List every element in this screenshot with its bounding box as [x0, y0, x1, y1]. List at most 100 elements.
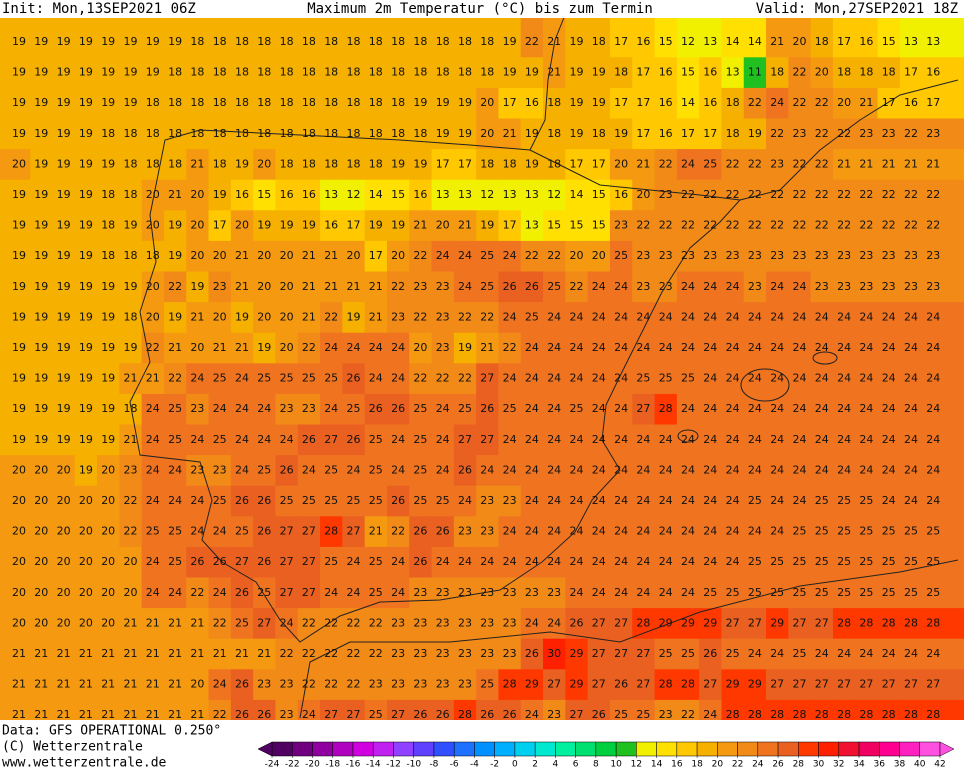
colorbar-label: -22 [285, 760, 300, 770]
temperature-cell [208, 485, 232, 517]
temperature-label: 27 [837, 678, 851, 691]
temperature-label: 24 [168, 463, 182, 476]
temperature-label: 25 [302, 494, 316, 507]
temperature-cell [855, 608, 879, 640]
temperature-label: 19 [168, 310, 182, 323]
colorbar-swatch [271, 741, 293, 757]
temperature-label: 24 [681, 555, 695, 568]
temperature-label: 24 [904, 402, 918, 415]
temperature-label: 16 [324, 219, 338, 232]
island [740, 368, 790, 402]
temperature-cell [520, 424, 544, 456]
temperature-cell [431, 485, 455, 517]
temperature-label: 20 [12, 463, 26, 476]
temperature-label: 17 [592, 157, 606, 170]
temperature-label: 25 [748, 586, 762, 599]
temperature-label: 13 [324, 188, 338, 201]
temperature-cell [877, 57, 901, 89]
temperature-cell [141, 669, 165, 701]
temperature-label: 19 [614, 127, 628, 140]
temperature-label: 21 [882, 157, 896, 170]
temperature-label: 21 [190, 616, 204, 629]
temperature-label: 25 [859, 586, 873, 599]
temperature-label: 25 [882, 525, 896, 538]
temperature-cell [609, 118, 633, 150]
temperature-label: 21 [458, 219, 472, 232]
temperature-cell [922, 118, 964, 150]
temperature-label: 24 [614, 586, 628, 599]
temperature-cell [364, 87, 388, 119]
colorbar-label: 8 [593, 760, 599, 770]
temperature-cell [297, 240, 321, 272]
temperature-cell [409, 271, 433, 303]
temperature-label: 30 [547, 647, 561, 660]
colorbar-label: 36 [874, 760, 886, 770]
temperature-cell [186, 485, 210, 517]
temperature-label: 24 [726, 402, 740, 415]
temperature-label: 24 [793, 433, 807, 446]
temperature-label: 26 [213, 555, 227, 568]
temperature-cell [52, 516, 76, 548]
temperature-cell [899, 179, 923, 211]
temperature-label: 22 [324, 678, 338, 691]
temperature-label: 25 [413, 433, 427, 446]
temperature-label: 21 [79, 708, 93, 721]
temperature-label: 20 [213, 310, 227, 323]
temperature-label: 24 [235, 433, 249, 446]
temperature-label: 24 [146, 463, 160, 476]
temperature-label: 26 [480, 402, 494, 415]
temperature-cell [587, 149, 611, 181]
temperature-label: 19 [79, 188, 93, 201]
temperature-cell [97, 302, 120, 334]
temperature-cell [342, 455, 366, 487]
temperature-label: 27 [636, 647, 650, 660]
temperature-cell [253, 393, 276, 425]
temperature-label: 24 [614, 555, 628, 568]
temperature-cell [52, 332, 76, 364]
temperature-label: 23 [436, 310, 450, 323]
temperature-label: 25 [703, 157, 717, 170]
temperature-label: 20 [34, 494, 48, 507]
temperature-cell [52, 455, 76, 487]
temperature-label: 21 [547, 66, 561, 79]
temperature-cell [186, 271, 210, 303]
temperature-cell [453, 149, 477, 181]
temperature-label: 24 [703, 341, 717, 354]
temperature-label: 18 [436, 35, 450, 48]
temperature-cell [320, 57, 343, 89]
temperature-cell [97, 546, 120, 578]
temperature-label: 24 [770, 96, 784, 109]
temperature-cell [922, 638, 964, 670]
temperature-label: 21 [636, 157, 650, 170]
temperature-cell [230, 271, 254, 303]
coastline [299, 559, 959, 719]
temperature-cell [30, 669, 53, 701]
temperature-cell [386, 669, 410, 701]
temperature-cell [141, 393, 165, 425]
temperature-cell [498, 302, 522, 334]
temperature-label: 25 [793, 647, 807, 660]
temperature-cell [208, 516, 232, 548]
temperature-label: 22 [815, 188, 829, 201]
temperature-label: 18 [168, 127, 182, 140]
temperature-label: 23 [213, 280, 227, 293]
temperature-label: 21 [57, 678, 71, 691]
temperature-label: 23 [280, 678, 294, 691]
temperature-cell [721, 393, 745, 425]
temperature-cell [431, 363, 455, 395]
temperature-cell [453, 179, 477, 211]
temperature-label: 21 [124, 433, 138, 446]
temperature-label: 24 [703, 402, 717, 415]
temperature-label: 19 [57, 402, 71, 415]
temperature-label: 24 [636, 555, 650, 568]
temperature-cell [632, 546, 656, 578]
temperature-cell [855, 179, 879, 211]
temperature-cell [654, 210, 678, 242]
temperature-label: 18 [592, 35, 606, 48]
temperature-cell [498, 669, 522, 701]
temperature-cell [119, 240, 143, 272]
temperature-label: 24 [882, 647, 896, 660]
temperature-cell [810, 118, 834, 150]
temperature-label: 17 [213, 219, 227, 232]
temperature-label: 22 [547, 249, 561, 262]
